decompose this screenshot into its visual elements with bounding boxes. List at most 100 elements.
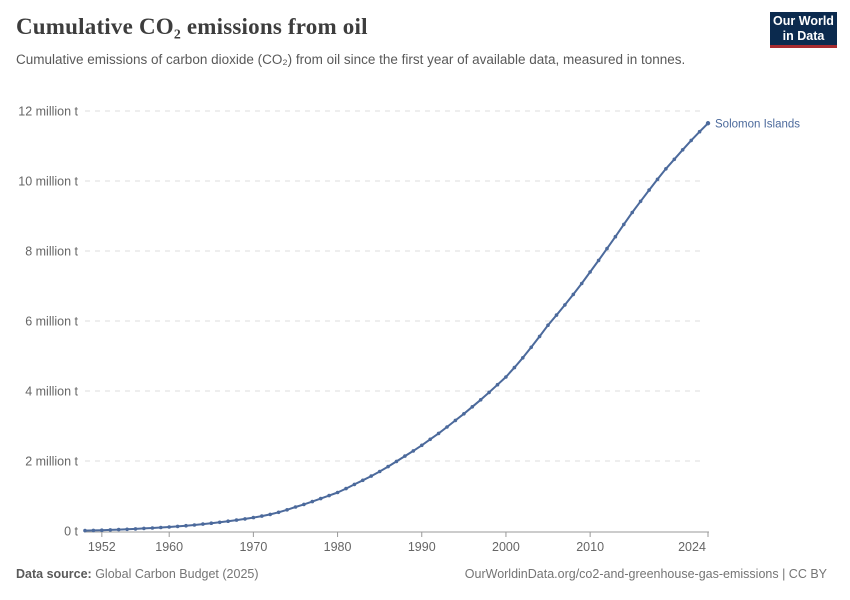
data-point — [361, 478, 365, 483]
y-axis-tick-label: 4 million t — [25, 385, 78, 399]
data-point — [310, 499, 315, 504]
data-point — [647, 188, 651, 192]
data-point — [579, 281, 584, 286]
data-point — [327, 493, 331, 498]
data-point — [689, 138, 693, 143]
data-point — [571, 292, 576, 297]
data-point — [420, 443, 424, 448]
data-point — [697, 129, 702, 134]
data-point — [268, 512, 273, 517]
data-point — [285, 508, 289, 512]
data-point — [605, 246, 609, 251]
data-point — [453, 418, 458, 423]
data-point — [596, 258, 601, 263]
x-axis-tick-label: 1980 — [324, 540, 352, 554]
data-point — [335, 490, 340, 495]
x-axis-tick-label: 2010 — [576, 540, 604, 554]
y-axis-tick-label: 10 million t — [18, 175, 78, 189]
data-point — [100, 528, 104, 532]
data-point — [116, 527, 121, 532]
y-axis-tick-label: 6 million t — [25, 315, 78, 329]
data-point — [318, 496, 323, 501]
data-point — [201, 522, 205, 526]
data-point — [394, 459, 399, 464]
data-point — [588, 270, 592, 274]
data-point — [672, 157, 677, 162]
data-point — [554, 313, 559, 317]
x-axis-tick-label: 2024 — [678, 540, 706, 554]
data-point — [293, 505, 298, 509]
data-point — [529, 345, 533, 350]
data-point — [234, 518, 239, 522]
x-axis-tick-label: 1960 — [155, 540, 183, 554]
data-point — [302, 502, 306, 507]
data-point — [638, 199, 643, 204]
data-point — [546, 323, 550, 328]
data-point — [108, 528, 113, 532]
data-point — [521, 356, 525, 360]
data-point — [83, 528, 87, 533]
data-point — [563, 303, 567, 307]
data-point — [243, 517, 247, 521]
y-axis-tick-label: 8 million t — [25, 245, 78, 259]
x-axis-tick-label: 1990 — [408, 540, 436, 554]
data-source-value: Global Carbon Budget (2025) — [91, 567, 259, 581]
data-point — [192, 523, 197, 527]
data-point — [403, 454, 407, 458]
y-axis-tick-label: 2 million t — [25, 455, 78, 469]
data-point — [411, 449, 416, 453]
data-point — [386, 464, 390, 469]
series-line — [84, 122, 709, 532]
data-point — [428, 437, 433, 442]
data-point — [344, 486, 348, 491]
data-source: Data source: Global Carbon Budget (2025) — [16, 567, 259, 581]
data-point — [175, 524, 180, 529]
data-source-label: Data source: — [16, 567, 92, 581]
data-point — [142, 526, 146, 531]
data-point — [705, 121, 711, 126]
chart-title: Cumulative CO₂ emissions from oil — [16, 14, 368, 39]
data-point — [470, 405, 475, 409]
data-point — [150, 526, 155, 530]
data-point — [504, 375, 508, 379]
data-point — [680, 148, 685, 152]
data-point — [512, 365, 517, 370]
data-point — [184, 523, 188, 528]
y-axis-tick-label: 0 t — [64, 525, 78, 539]
data-point — [276, 510, 281, 515]
data-point — [260, 514, 264, 518]
data-point — [495, 382, 500, 387]
data-point — [622, 222, 626, 227]
data-point — [445, 425, 449, 429]
data-point — [159, 525, 163, 530]
y-axis-tick-label: 12 million t — [18, 105, 78, 119]
data-point — [537, 334, 542, 339]
x-axis-tick-label: 2000 — [492, 540, 520, 554]
data-point — [167, 525, 171, 529]
data-point — [91, 528, 96, 533]
chart-subtitle: Cumulative emissions of carbon dioxide (… — [16, 52, 686, 67]
data-point — [613, 234, 618, 239]
owid-logo[interactable]: Our World in Data — [770, 12, 837, 48]
data-point — [352, 482, 357, 487]
data-point — [133, 527, 138, 531]
data-point — [462, 412, 466, 416]
data-point — [217, 520, 222, 525]
owid-logo-line2: in Data — [782, 28, 825, 43]
data-point — [125, 527, 129, 532]
data-point — [478, 398, 483, 402]
data-point — [377, 469, 382, 474]
series-entity-label[interactable]: Solomon Islands — [715, 118, 800, 130]
data-point — [436, 431, 441, 436]
attribution-link[interactable]: OurWorldinData.org/co2-and-greenhouse-ga… — [464, 567, 827, 581]
owid-logo-line1: Our World — [773, 13, 834, 28]
data-point — [251, 515, 256, 520]
x-axis-tick-label: 1952 — [88, 540, 116, 554]
data-point — [655, 177, 660, 182]
data-point — [630, 210, 634, 215]
data-point — [209, 521, 214, 525]
x-axis-tick-label: 1970 — [239, 540, 267, 554]
data-point — [664, 167, 668, 171]
